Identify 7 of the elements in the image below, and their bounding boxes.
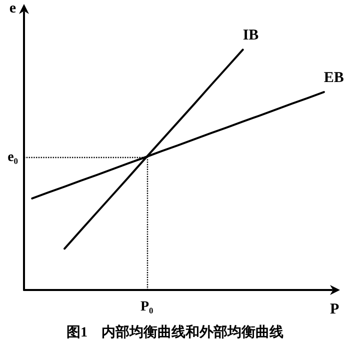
series-label: EB <box>324 70 344 86</box>
text: P₀ <box>140 300 154 314</box>
text: 图1 内部均衡曲线和外部均衡曲线 <box>66 324 284 340</box>
y-axis-title: e <box>9 0 16 16</box>
series-label: IB <box>242 28 259 44</box>
ref-line-label: e₀ <box>8 150 18 166</box>
x-axis-title: P <box>330 302 340 318</box>
